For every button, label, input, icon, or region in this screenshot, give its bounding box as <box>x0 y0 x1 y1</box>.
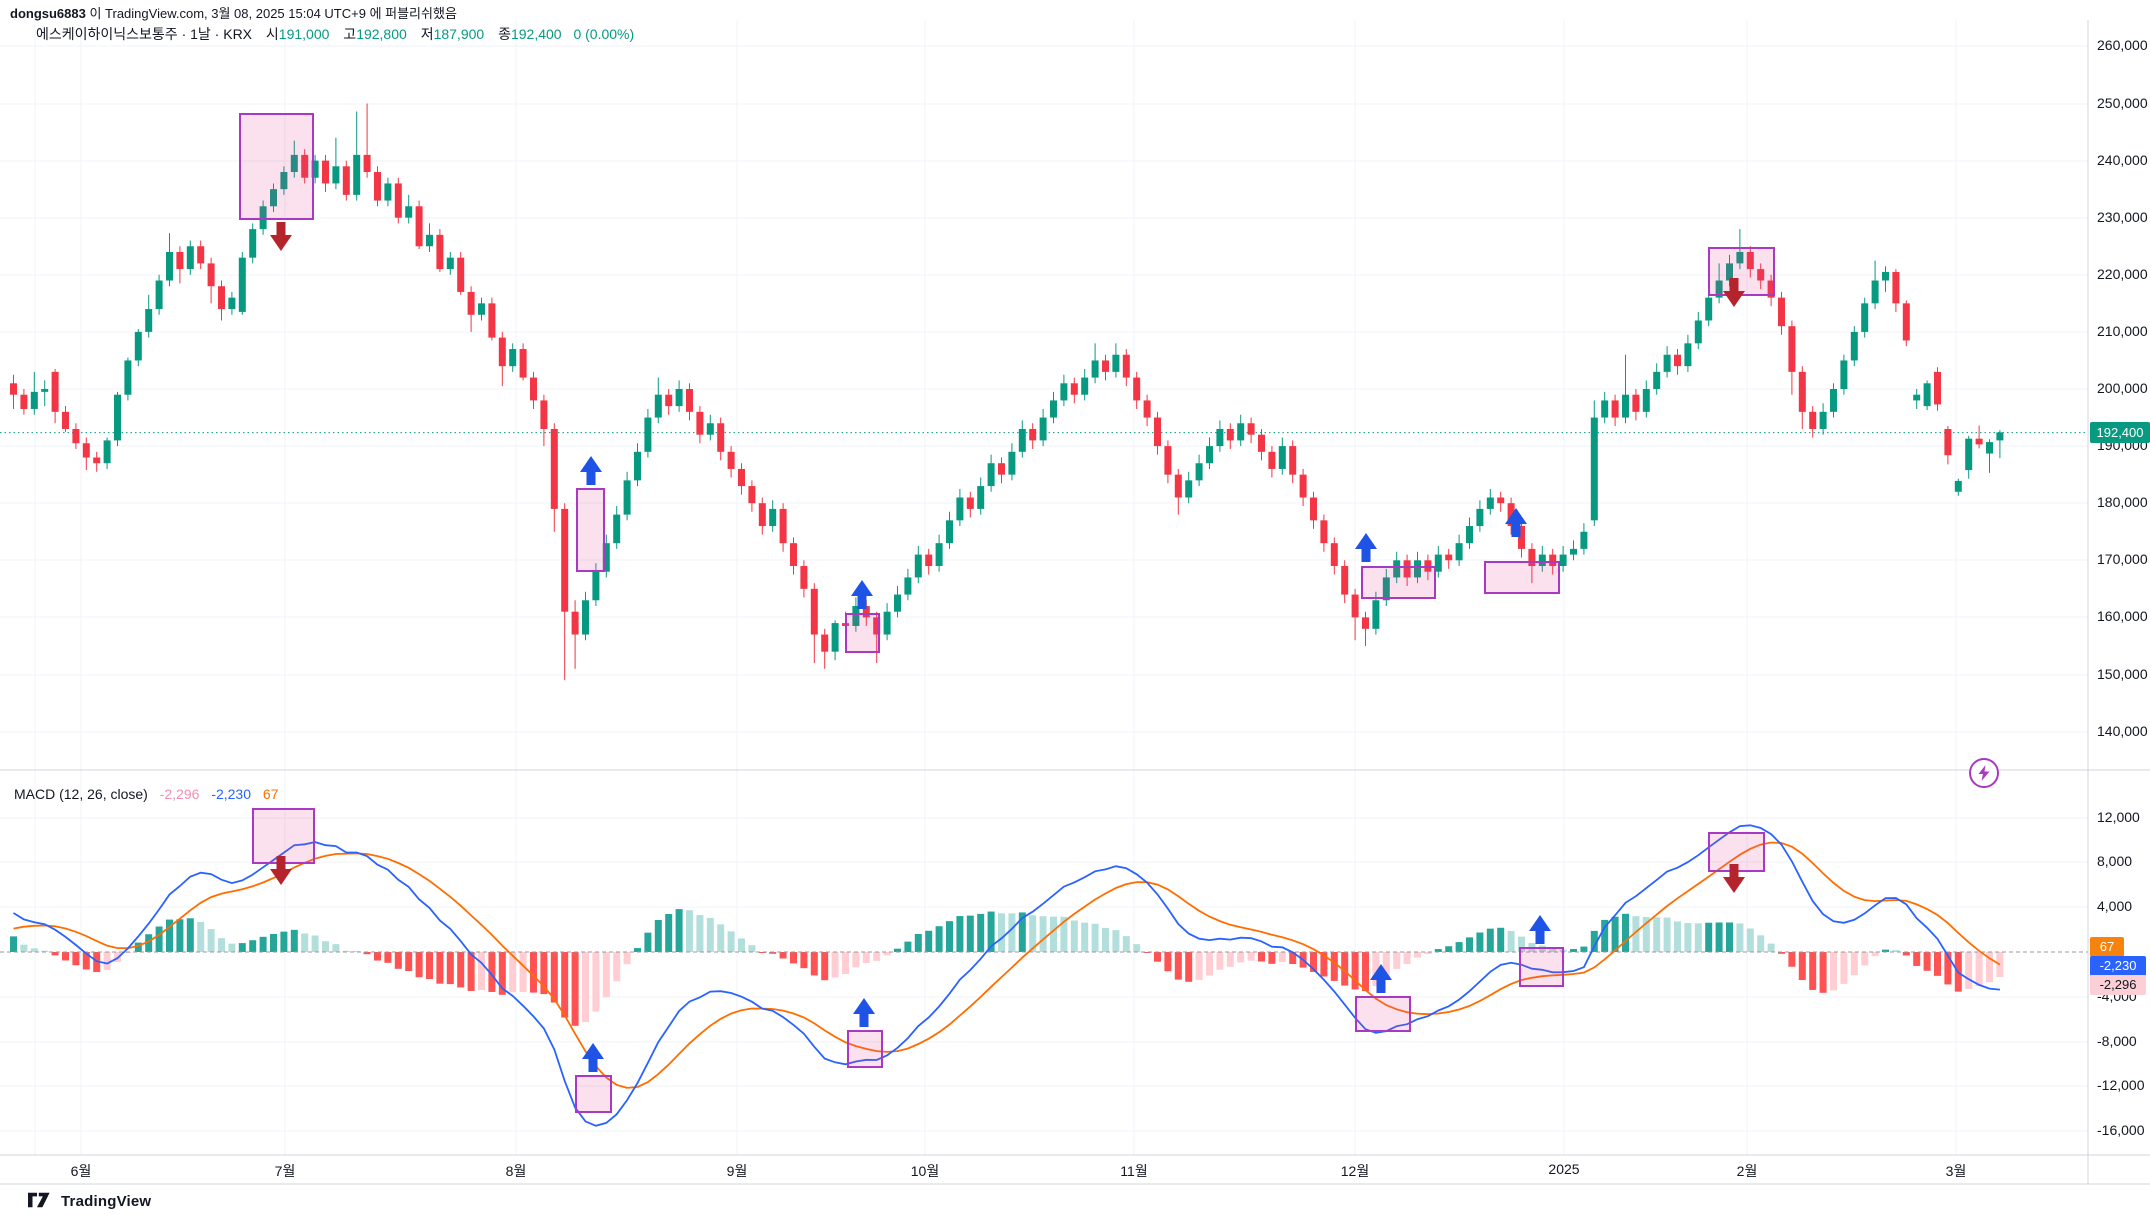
signal-box-price[interactable] <box>1361 566 1436 599</box>
time-tick-label: 9월 <box>726 1163 748 1179</box>
macd-histogram[interactable] <box>10 909 2004 1026</box>
signal-box-price[interactable] <box>845 613 880 653</box>
close-label: 종 <box>498 26 511 42</box>
time-tick-label: 8월 <box>505 1163 527 1179</box>
price-tick-label: 220,000 <box>2097 266 2148 282</box>
signal-arrow-up[interactable] <box>1505 508 1527 537</box>
close-value: 192,400 <box>510 26 562 42</box>
macd-hist-value: -2,296 <box>159 786 200 802</box>
signal-box-price[interactable] <box>576 488 605 572</box>
publisher-username: dongsu6883 <box>10 6 86 21</box>
low-value: 187,900 <box>433 26 485 42</box>
price-tick-label: 240,000 <box>2097 152 2148 168</box>
symbol-bar: 에스케이하이닉스보통주 · 1날 · KRX 시191,000 고192,800… <box>36 24 634 44</box>
signal-arrow-up[interactable] <box>1355 533 1377 562</box>
signal-arrow-down[interactable] <box>1723 278 1745 307</box>
signal-arrow-up[interactable] <box>1529 915 1551 944</box>
signal-box-price[interactable] <box>239 113 314 220</box>
signal-arrow-up[interactable] <box>853 998 875 1027</box>
macd-tick-label: 12,000 <box>2097 809 2140 825</box>
high-value: 192,800 <box>356 26 407 42</box>
tradingview-logo-icon[interactable] <box>28 1191 54 1211</box>
macd-line[interactable] <box>13 824 2000 1127</box>
macd-title: MACD (12, 26, close) <box>14 786 148 802</box>
signal-arrow-down[interactable] <box>270 856 292 885</box>
signal-arrow-up[interactable] <box>582 1043 604 1072</box>
price-tick-label: 250,000 <box>2097 95 2148 111</box>
gridlines <box>0 20 2088 1155</box>
time-tick-label: 2025 <box>1548 1161 1580 1177</box>
signal-arrow-up[interactable] <box>580 456 602 485</box>
open-value: 191,000 <box>278 26 330 42</box>
macd-signal-value: 67 <box>262 786 279 802</box>
publish-line: dongsu6883 이 TradingView.com, 3월 08, 202… <box>10 3 457 22</box>
macd-indicator-label[interactable]: MACD (12, 26, close) -2,296 -2,230 67 <box>14 786 278 802</box>
macd-tick-label: 4,000 <box>2097 898 2133 914</box>
price-tick-label: 140,000 <box>2097 723 2148 739</box>
macd-hist-badge: -2,296 <box>2090 975 2146 995</box>
signal-arrow-up[interactable] <box>851 580 873 609</box>
macd-value-badge: -2,230 <box>2090 956 2146 976</box>
tradingview-brand-text[interactable]: TradingView <box>61 1192 152 1210</box>
time-tick-label: 7월 <box>274 1163 296 1179</box>
signal-box-price[interactable] <box>1708 247 1775 296</box>
low-label: 저 <box>420 26 434 42</box>
candles-layer[interactable] <box>10 103 2004 681</box>
time-tick-label: 12월 <box>1340 1163 1370 1179</box>
symbol-title[interactable]: 에스케이하이닉스보통주 · 1날 · KRX <box>36 26 253 42</box>
macd-signal-badge: 67 <box>2090 937 2124 957</box>
signal-box-price[interactable] <box>1484 561 1560 594</box>
signal-line[interactable] <box>13 841 2001 1089</box>
time-tick-label: 3월 <box>1945 1163 1967 1179</box>
current-price-badge: 192,400 <box>2090 422 2150 443</box>
price-tick-label: 160,000 <box>2097 608 2148 624</box>
signal-box-macd[interactable] <box>1519 947 1564 987</box>
signal-box-macd[interactable] <box>1355 996 1411 1032</box>
macd-tick-label: -16,000 <box>2097 1122 2145 1138</box>
price-tick-label: 200,000 <box>2097 380 2148 396</box>
footer: TradingView <box>28 1191 151 1211</box>
time-tick-label: 2월 <box>1736 1163 1758 1179</box>
signal-arrow-down[interactable] <box>270 222 292 251</box>
macd-tick-label: -12,000 <box>2097 1077 2145 1093</box>
signal-arrow-down[interactable] <box>1723 864 1745 893</box>
open-label: 시 <box>265 26 279 42</box>
change-value: 0 (0.00%) <box>573 26 635 42</box>
lightning-icon <box>1978 765 1990 781</box>
price-tick-label: 170,000 <box>2097 551 2148 567</box>
signal-box-macd[interactable] <box>575 1075 612 1113</box>
signal-box-macd[interactable] <box>847 1030 883 1068</box>
signal-markers[interactable] <box>239 113 1775 1113</box>
publish-text: 이 TradingView.com, 3월 08, 2025 15:04 UTC… <box>85 6 457 21</box>
time-tick-label: 6월 <box>70 1163 92 1179</box>
macd-tick-label: -8,000 <box>2097 1033 2137 1049</box>
time-tick-label: 10월 <box>910 1163 940 1179</box>
price-tick-label: 210,000 <box>2097 323 2148 339</box>
quick-action-lightning-button[interactable] <box>1969 758 1999 788</box>
macd-line-value: -2,230 <box>211 786 252 802</box>
signal-box-macd[interactable] <box>252 808 315 864</box>
price-tick-label: 180,000 <box>2097 494 2148 510</box>
price-tick-label: 230,000 <box>2097 209 2148 225</box>
signal-arrow-up[interactable] <box>1370 964 1392 993</box>
macd-tick-label: 8,000 <box>2097 853 2133 869</box>
high-label: 고 <box>343 26 357 42</box>
price-tick-label: 150,000 <box>2097 666 2148 682</box>
time-tick-label: 11월 <box>1120 1163 1148 1179</box>
price-tick-label: 260,000 <box>2097 37 2148 53</box>
